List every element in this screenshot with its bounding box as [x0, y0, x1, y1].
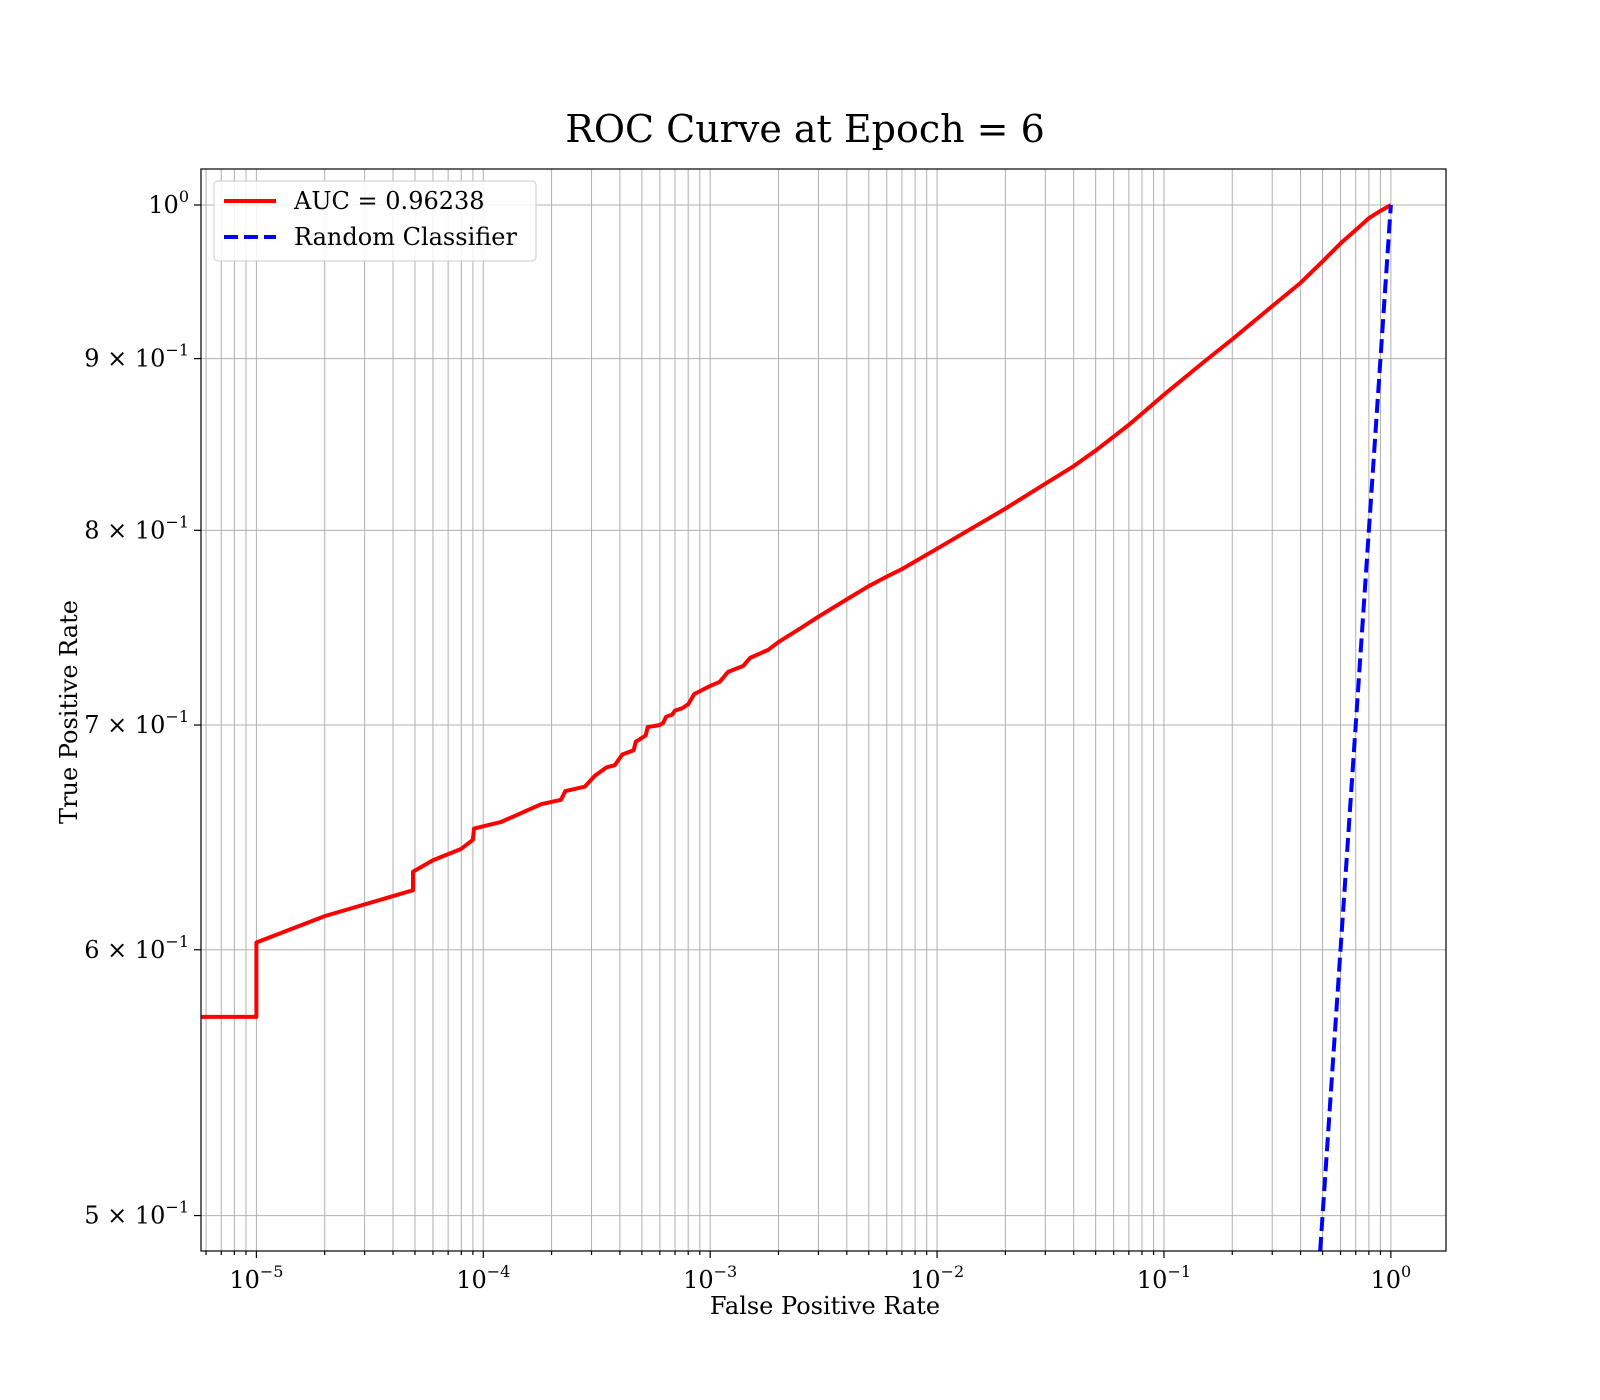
series-line-random: [1318, 204, 1393, 1251]
y-tick-label: 100: [148, 187, 189, 219]
x-tick-label: 10−1: [1137, 1262, 1191, 1294]
x-axis-label: False Positive Rate: [710, 1292, 940, 1320]
x-tick-label: 10−5: [229, 1262, 283, 1294]
x-tick-label: 100: [1370, 1262, 1411, 1294]
series-lines: [201, 203, 1393, 1251]
legend: AUC = 0.96238 Random Classifier: [213, 180, 537, 262]
x-tick-label: 10−3: [683, 1262, 737, 1294]
y-tick-label: 6 × 10−1: [84, 932, 189, 964]
grid-lines: [201, 169, 1446, 1251]
x-tick-label: 10−2: [910, 1262, 964, 1294]
x-tick-label: 10−4: [456, 1262, 510, 1294]
y-tick-label: 8 × 10−1: [84, 512, 189, 544]
chart-title: ROC Curve at Epoch = 6: [565, 107, 1045, 151]
plot-frame: [200, 168, 1447, 1252]
y-tick-label: 5 × 10−1: [84, 1198, 189, 1230]
legend-entry: AUC = 0.96238: [293, 187, 485, 215]
y-axis-label: True Positive Rate: [55, 600, 83, 824]
series-line-model: [201, 203, 1392, 1019]
legend-entry: Random Classifier: [294, 223, 517, 251]
legend-box: [213, 180, 537, 262]
y-tick-label: 7 × 10−1: [84, 707, 189, 739]
y-tick-label: 9 × 10−1: [84, 341, 189, 373]
axis-ticks: 10−5 10−4 10−3 10−2 10−1 100 5 × 10−1 6 × 10−1 7…: [84, 187, 1411, 1294]
